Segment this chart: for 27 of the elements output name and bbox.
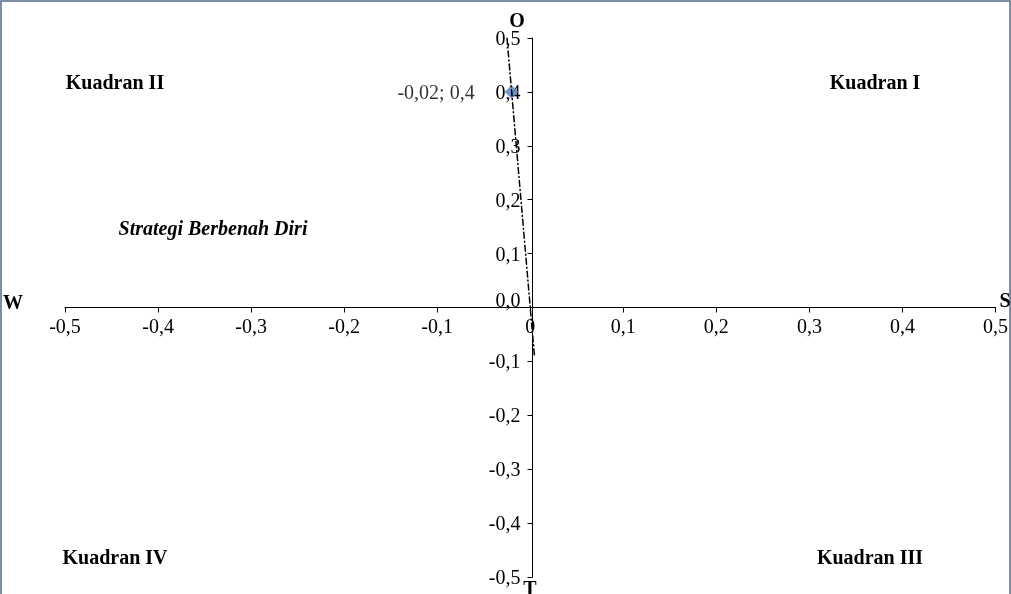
x-tick-label: 0,1 [610,314,636,337]
annotation: Kuadran I [829,71,921,93]
y-tick-label: 0,1 [495,242,521,265]
data-label: -0,02; 0,4 [397,80,475,103]
annotation: Strategi Berbenah Diri [118,217,308,240]
x-tick-label: 0,5 [983,314,1008,337]
annotation: Kuadran IV [62,546,169,568]
text: S [999,289,1011,311]
annotation: Kuadran II [65,71,165,93]
x-tick-label: 0,4 [889,314,915,337]
annotation: Kuadran III [816,546,924,568]
x-tick-label: 0,3 [796,314,822,337]
y-tick-label: -0,1 [488,350,521,373]
x-tick-label: -0,3 [235,314,267,337]
y-tick-label: 0,0 [495,288,521,311]
y-tick-label: -0,5 [488,566,521,588]
y-tick-label: -0,4 [488,512,521,535]
x-tick-label: -0,1 [421,314,454,337]
y-tick-label: 0,3 [495,134,521,157]
x-tick-label: -0,4 [142,314,174,337]
y-tick-label: -0,3 [488,458,521,481]
text: W [3,291,23,313]
y-tick-label: 0,2 [495,188,521,211]
x-tick-label: -0,5 [49,314,81,337]
x-tick-label: 0,2 [703,314,729,337]
y-tick-label: -0,2 [488,404,521,427]
x-tick-label: -0,2 [328,314,360,337]
